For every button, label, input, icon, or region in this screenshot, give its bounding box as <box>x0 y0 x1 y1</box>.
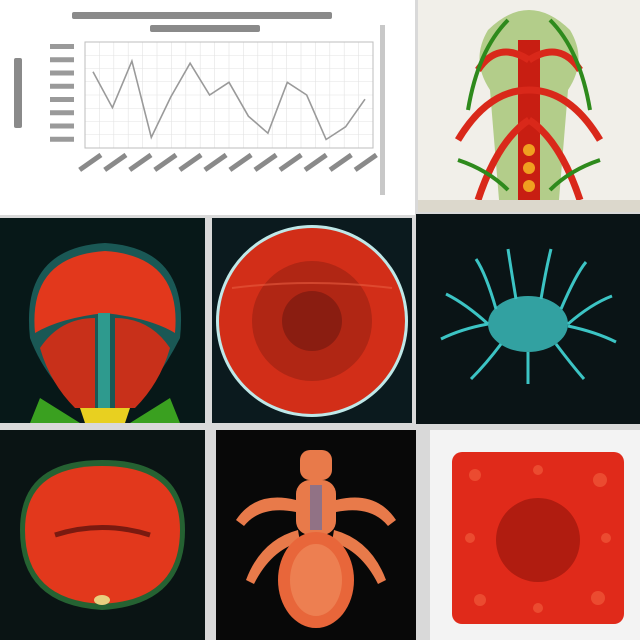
round-cell-image <box>212 218 412 423</box>
x-tick-label <box>328 152 353 172</box>
x-tick-label <box>78 152 103 172</box>
x-tick-label <box>228 152 253 172</box>
chart-title-placeholder <box>72 12 332 32</box>
plot-area <box>84 41 374 149</box>
x-tick-label <box>303 152 328 172</box>
x-tick-label <box>178 152 203 172</box>
line-chart-panel <box>0 0 415 215</box>
x-tick-label <box>203 152 228 172</box>
insect-specimen-image <box>216 430 416 640</box>
y-tick-label <box>50 57 74 63</box>
x-tick-label <box>128 152 153 172</box>
red-tissue-bulb-image <box>0 430 205 640</box>
x-tick-labels <box>78 152 378 172</box>
y-tick-label <box>50 44 74 49</box>
y-tick-label <box>50 123 74 129</box>
y-tick-label <box>50 136 74 142</box>
x-tick-label <box>253 152 278 172</box>
series-line <box>92 58 366 141</box>
cyan-neural-structure-image <box>416 214 640 424</box>
porous-tissue-block-image <box>430 430 640 640</box>
y-tick-label <box>50 70 74 76</box>
side-margin-text <box>380 25 385 195</box>
neck-vascular-illustration <box>418 0 640 212</box>
line-chart <box>14 12 385 195</box>
y-axis-label-placeholder <box>14 58 22 128</box>
y-tick-labels <box>50 44 74 142</box>
x-tick-label <box>153 152 178 172</box>
y-tick-label <box>50 110 74 116</box>
chart-grid <box>85 42 373 148</box>
y-tick-label <box>50 97 74 102</box>
organ-cross-section-image <box>0 218 205 423</box>
x-tick-label <box>103 152 128 172</box>
x-tick-label <box>278 152 303 172</box>
x-tick-label <box>353 152 378 172</box>
y-tick-label <box>50 83 74 89</box>
